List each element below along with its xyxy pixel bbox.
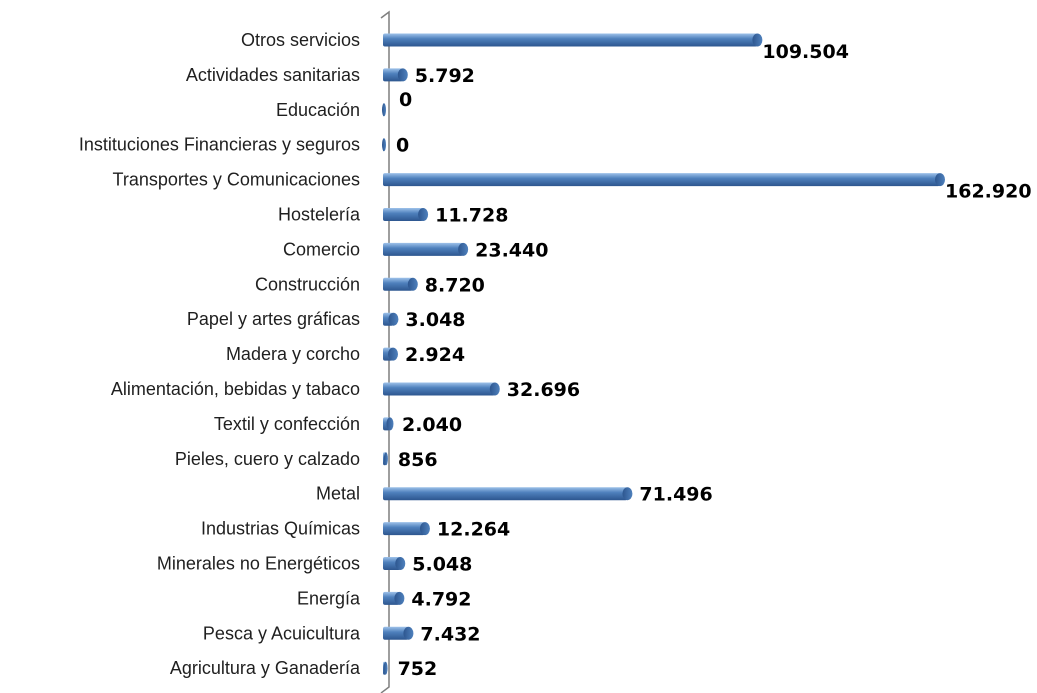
- data-label: 8.720: [425, 274, 485, 296]
- bar-cap: [458, 242, 469, 256]
- bar-cap: [622, 487, 633, 501]
- category-label: Energía: [297, 588, 361, 608]
- bar: [383, 487, 628, 501]
- category-label: Actividades sanitarias: [186, 65, 360, 85]
- data-label: 7.432: [420, 623, 480, 645]
- data-label: 12.264: [437, 519, 510, 541]
- category-label: Hostelería: [278, 205, 361, 225]
- category-label: Madera y corcho: [226, 344, 360, 364]
- bar-cap: [397, 68, 408, 82]
- bar: [383, 242, 464, 256]
- bar: [383, 68, 403, 82]
- category-label: Otros servicios: [241, 30, 360, 50]
- data-label: 5.792: [415, 65, 475, 87]
- data-label: 2.040: [402, 414, 462, 436]
- bar-cap: [489, 382, 500, 396]
- data-label: 3.048: [405, 309, 465, 331]
- category-label: Alimentación, bebidas y tabaco: [111, 379, 360, 399]
- labels-layer: Otros servicios 109.504 Actividades sanita…: [79, 30, 1032, 680]
- category-label: Comercio: [283, 239, 360, 259]
- category-label: Educación: [276, 100, 360, 120]
- category-label: Pieles, cuero y calzado: [175, 449, 360, 469]
- bar-cap: [382, 103, 386, 117]
- category-label: Metal: [316, 484, 360, 504]
- category-label: Transportes y Comunicaciones: [113, 170, 360, 190]
- bar-cap: [386, 417, 394, 431]
- bar-cap: [383, 452, 388, 466]
- data-label: 109.504: [762, 41, 849, 63]
- bar: [383, 626, 409, 640]
- data-label: 752: [398, 658, 438, 680]
- bar-cap: [382, 138, 386, 152]
- bar-cap: [407, 277, 418, 291]
- bar-cap: [394, 591, 405, 605]
- bar: [383, 33, 758, 47]
- data-label: 0: [396, 135, 409, 157]
- data-label: 2.924: [405, 344, 465, 366]
- bar-cap: [403, 626, 414, 640]
- bar-cap: [383, 661, 388, 675]
- data-label: 5.048: [412, 554, 472, 576]
- data-label: 4.792: [411, 588, 471, 610]
- category-label: Minerales no Energéticos: [157, 554, 360, 574]
- bar-cap: [387, 347, 398, 361]
- bars-layer: [382, 33, 945, 675]
- bar-cap: [395, 557, 406, 570]
- bar-cap: [419, 522, 430, 536]
- data-label: 856: [398, 449, 438, 471]
- category-label: Papel y artes gráficas: [187, 309, 360, 329]
- bar: [383, 382, 495, 396]
- category-label: Pesca y Acuicultura: [203, 623, 361, 643]
- data-label: 0: [399, 89, 412, 111]
- category-label: Textil y confección: [214, 414, 360, 434]
- data-label: 11.728: [435, 205, 508, 227]
- bar: [383, 173, 940, 187]
- bar-cap: [388, 312, 399, 326]
- bar-cap: [418, 208, 429, 221]
- bar-cap: [752, 33, 763, 47]
- bar: [383, 522, 425, 536]
- category-label: Industrias Químicas: [201, 519, 360, 539]
- data-label: 162.920: [945, 181, 1032, 203]
- bar: [383, 208, 424, 221]
- category-label: Instituciones Financieras y seguros: [79, 135, 360, 155]
- category-label: Agricultura y Ganadería: [170, 658, 361, 678]
- data-label: 23.440: [475, 239, 548, 261]
- category-label: Construcción: [255, 274, 360, 294]
- data-label: 71.496: [639, 484, 712, 506]
- bar-cap: [935, 173, 945, 187]
- bar: [383, 277, 413, 291]
- data-label: 32.696: [507, 379, 580, 401]
